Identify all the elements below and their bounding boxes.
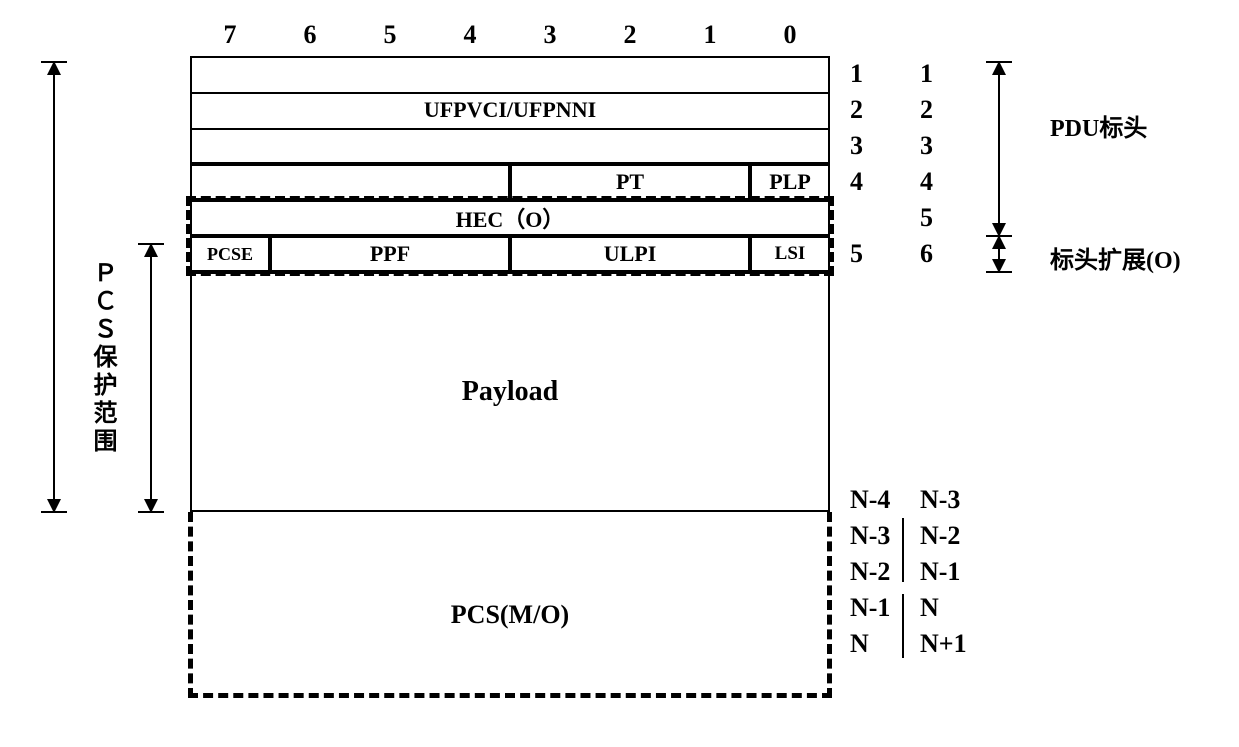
row-numbers-col1: 1234 5 (850, 56, 863, 272)
cell-row4-blank (190, 164, 510, 200)
tbar-ext-bot (986, 271, 1012, 273)
row-number: N-2 (920, 518, 967, 554)
row-number: 3 (920, 128, 933, 164)
bit-label: 6 (270, 20, 350, 50)
row-number: N (850, 626, 890, 662)
row-divider-2-3 (190, 128, 830, 130)
cell-pt: PT (510, 164, 750, 200)
tbar-outer-top (41, 61, 67, 63)
tbar-inner-top (138, 243, 164, 245)
tick-group-2 (902, 594, 904, 658)
cell-lsi: LSI (750, 236, 830, 272)
row-number: N-3 (850, 518, 890, 554)
arrow-pcs-protect-outer (53, 62, 55, 512)
row-number: N (920, 590, 967, 626)
tick-group-1 (902, 518, 904, 582)
tbar-outer-bot (41, 511, 67, 513)
cell-ufpvci: UFPVCI/UFPNNI (190, 56, 830, 164)
bit-header-row: 76543210 (190, 20, 830, 50)
cell-pcse: PCSE (190, 236, 270, 272)
bit-label: 1 (670, 20, 750, 50)
cell-pcs: PCS(M/O) (190, 525, 830, 705)
bit-label: 5 (350, 20, 430, 50)
cell-ufpvci-label: UFPVCI/UFPNNI (424, 97, 596, 123)
arrow-header-ext (998, 236, 1000, 272)
row-number: 5 (850, 236, 863, 272)
bit-label: 4 (430, 20, 510, 50)
row-number: N-4 (850, 482, 890, 518)
row-number: 1 (850, 56, 863, 92)
row-number: 5 (920, 200, 933, 236)
cell-hec: HEC（O） (190, 200, 830, 236)
row-number (850, 200, 863, 236)
row-number: 2 (850, 92, 863, 128)
row-number: 4 (850, 164, 863, 200)
row-number: N+1 (920, 626, 967, 662)
row-divider-1-2 (190, 92, 830, 94)
diagram-container: 76543210 UFPVCI/UFPNNI PT PLP HEC（O） PCS… (20, 20, 1220, 727)
arrow-pdu-header (998, 62, 1000, 236)
bit-label: 0 (750, 20, 830, 50)
row-number: N-3 (920, 482, 967, 518)
row-number: 3 (850, 128, 863, 164)
row-numbers-col2: 123456 (920, 56, 933, 272)
bit-label: 7 (190, 20, 270, 50)
cell-ulpi-label: ULPI (604, 241, 657, 267)
cell-plp-label: PLP (769, 169, 811, 195)
row-number: N-1 (920, 554, 967, 590)
header-ext-label: 标头扩展(O) (1050, 240, 1181, 275)
row-number: N-1 (850, 590, 890, 626)
cell-ulpi: ULPI (510, 236, 750, 272)
arrow-pcs-protect-inner (150, 244, 152, 512)
cell-payload-label: Payload (462, 376, 558, 408)
bit-label: 3 (510, 20, 590, 50)
cell-pcs-label: PCS(M/O) (451, 600, 569, 630)
row-number: 1 (920, 56, 933, 92)
row-number: 2 (920, 92, 933, 128)
cell-pt-label: PT (616, 169, 644, 195)
pcs-protect-label: ＰＣＳ保护范围 (85, 260, 120, 456)
pdu-header-label: PDU标头 (1050, 108, 1147, 143)
bit-label: 2 (590, 20, 670, 50)
cell-payload: Payload (190, 272, 830, 512)
row-number: 4 (920, 164, 933, 200)
tbar-inner-bot (138, 511, 164, 513)
cell-pcse-label: PCSE (207, 244, 253, 265)
cell-lsi-label: LSI (775, 243, 806, 265)
cell-hec-label: HEC（O） (456, 202, 565, 234)
cell-plp: PLP (750, 164, 830, 200)
row-number: 6 (920, 236, 933, 272)
row-numbers-bottom-col2: N-3N-2N-1NN+1 (920, 482, 967, 662)
cell-ppf-label: PPF (370, 241, 410, 267)
row-numbers-bottom-col1: N-4N-3N-2N-1N (850, 482, 890, 662)
row-number: N-2 (850, 554, 890, 590)
tbar-pdu-top (986, 61, 1012, 63)
cell-ppf: PPF (270, 236, 510, 272)
